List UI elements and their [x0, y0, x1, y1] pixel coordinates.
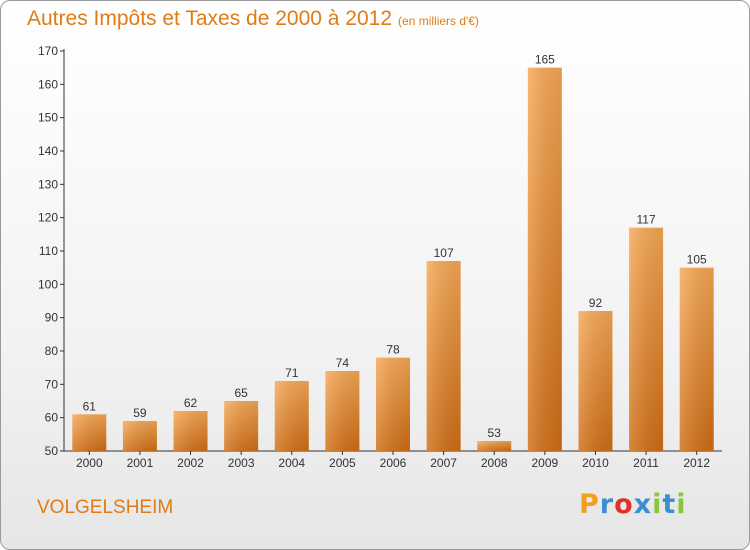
x-tick-label: 2006 — [380, 456, 407, 470]
chart-labels: 2000 61 2001 59 2002 62 2003 65 2004 71 2005 74 2006… — [76, 53, 710, 470]
bar-value-label: 165 — [535, 53, 555, 67]
x-tick-label: 2008 — [481, 456, 508, 470]
bar-shade — [376, 357, 410, 451]
logo-letter: o — [614, 489, 634, 520]
bar-shade — [72, 414, 107, 451]
chart-title-text: Autres Impôts et Taxes de 2000 à 2012 — [27, 7, 393, 30]
y-tick-label: 170 — [38, 44, 58, 58]
x-tick-label: 2011 — [633, 456, 659, 470]
y-tick-label: 60 — [45, 411, 59, 425]
chart-bars — [72, 67, 714, 452]
bar-value-label: 117 — [637, 213, 656, 227]
y-tick-label: 140 — [38, 144, 58, 158]
bar-value-label: 59 — [133, 406, 147, 420]
y-tick-label: 100 — [38, 277, 58, 291]
bar-shade — [578, 311, 613, 451]
x-tick-label: 2009 — [531, 456, 558, 470]
proxiti-logo: Proxiti — [579, 489, 687, 520]
chart-title: Autres Impôts et Taxes de 2000 à 2012 (en… — [27, 7, 479, 31]
logo-letter: P — [579, 489, 600, 520]
bar-value-label: 71 — [285, 366, 299, 380]
logo-letter: t — [662, 489, 677, 520]
y-tick-label: 80 — [45, 344, 59, 358]
bar-shade — [477, 441, 512, 451]
bar-shade — [224, 401, 259, 451]
bar-value-label: 65 — [234, 386, 248, 400]
y-tick-label: 120 — [38, 211, 58, 225]
bar-shade — [426, 261, 461, 451]
bar-value-label: 62 — [184, 396, 198, 410]
y-tick-label: 90 — [45, 311, 59, 325]
x-tick-label: 2007 — [430, 456, 457, 470]
bar-shade — [629, 227, 664, 451]
x-tick-label: 2000 — [76, 456, 103, 470]
bar-shade — [325, 371, 360, 451]
bar-value-label: 92 — [589, 296, 603, 310]
logo-letter: i — [652, 489, 663, 520]
bar-value-label: 107 — [434, 246, 454, 260]
x-tick-label: 2010 — [582, 456, 609, 470]
bar-value-label: 78 — [386, 343, 400, 357]
logo-letter: x — [633, 489, 653, 520]
y-tick-label: 150 — [38, 111, 58, 125]
x-tick-label: 2001 — [127, 456, 154, 470]
y-tick-label: 130 — [38, 177, 58, 191]
y-tick-label: 70 — [45, 377, 59, 391]
y-tick-label: 160 — [38, 77, 58, 91]
bar-shade — [122, 421, 157, 451]
x-tick-label: 2005 — [329, 456, 356, 470]
bar-shade — [173, 411, 208, 451]
bar-value-label: 53 — [488, 426, 502, 440]
x-tick-label: 2004 — [278, 456, 305, 470]
logo-letter: r — [599, 489, 615, 520]
bar-value-label: 74 — [336, 356, 350, 370]
x-tick-label: 2002 — [177, 456, 204, 470]
bar-value-label: 61 — [83, 399, 97, 413]
x-tick-label: 2012 — [683, 456, 710, 470]
bar-shade — [274, 381, 309, 451]
chart-unit-label: (en milliers d'€) — [398, 14, 480, 28]
y-tick-label: 50 — [45, 444, 59, 458]
bar-shade — [679, 267, 714, 451]
bar-shade — [527, 67, 562, 452]
bar-value-label: 105 — [687, 253, 707, 267]
logo-letter: i — [676, 489, 687, 520]
y-tick-label: 110 — [39, 244, 58, 258]
city-name: VOLGELSHEIM — [37, 497, 174, 518]
x-tick-label: 2003 — [228, 456, 255, 470]
